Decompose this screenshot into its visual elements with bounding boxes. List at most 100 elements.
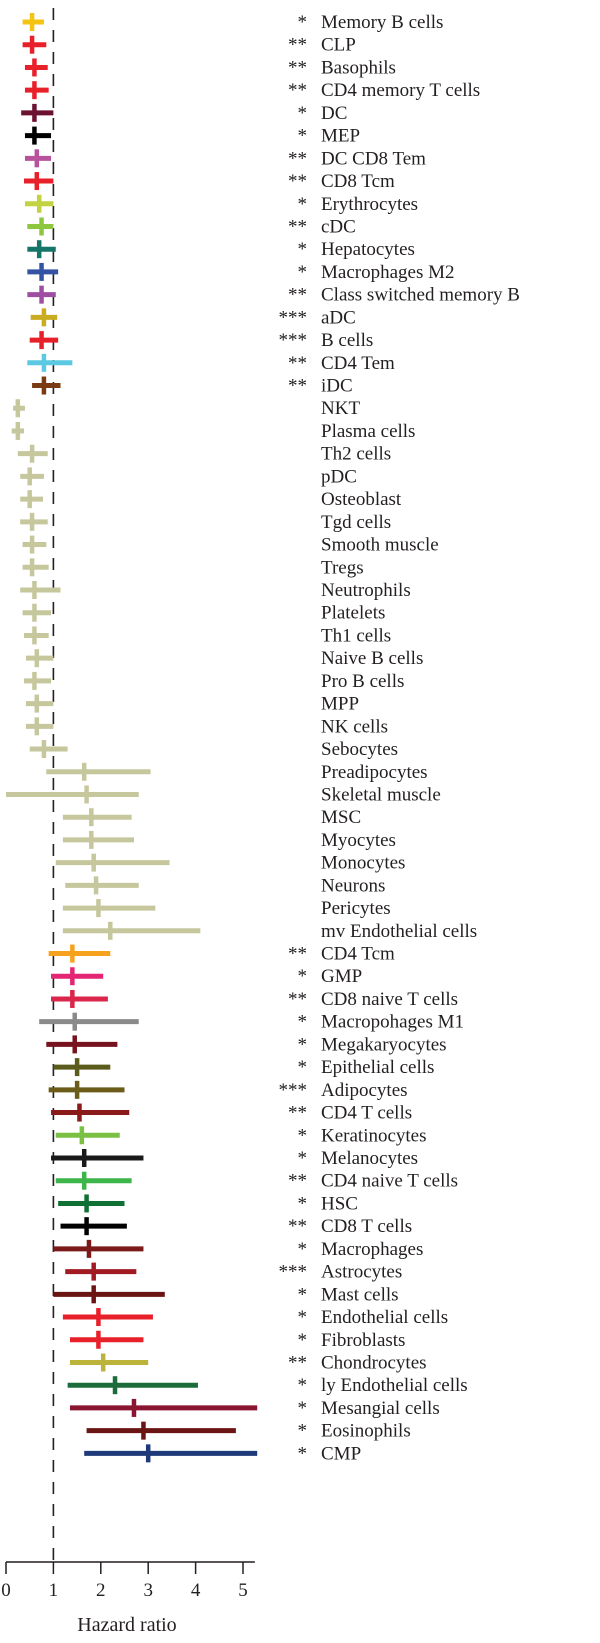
row-label: Mesangial cells: [321, 1398, 440, 1419]
forest-row: [48, 944, 111, 963]
forest-row: [51, 1149, 144, 1167]
row-label: Macrophages M2: [321, 262, 455, 283]
significance-mark: *: [298, 1421, 308, 1442]
significance-mark: *: [298, 1125, 308, 1146]
forest-row: [22, 603, 52, 622]
forest-row: [62, 899, 156, 918]
row-label: Mast cells: [321, 1284, 399, 1305]
row-label: Pericytes: [321, 898, 391, 919]
row-label: Epithelial cells: [321, 1057, 434, 1078]
row-label: cDC: [321, 216, 356, 237]
row-label: Memory B cells: [321, 12, 443, 33]
forest-row: [20, 581, 61, 599]
forest-row: [48, 1080, 125, 1099]
x-tick-label: 0: [1, 1580, 11, 1601]
forest-row: [27, 240, 56, 259]
row-label: CD8 Tcm: [321, 171, 395, 192]
forest-row: [53, 1058, 111, 1077]
forest-row: [58, 1194, 125, 1213]
forest-row: [53, 1239, 144, 1258]
row-label: ly Endothelial cells: [321, 1375, 468, 1396]
row-label: Monocytes: [321, 853, 405, 874]
row-label: CD4 Tcm: [321, 944, 395, 965]
row-label: Naive B cells: [321, 648, 423, 669]
row-label: NKT: [321, 398, 360, 419]
row-label: CD4 T cells: [321, 1103, 412, 1124]
significance-mark: **: [288, 216, 307, 237]
forest-row: [55, 853, 170, 872]
row-label: NK cells: [321, 716, 388, 737]
significance-mark: *: [298, 126, 308, 147]
row-label: pDC: [321, 466, 357, 487]
forest-row: [32, 376, 61, 395]
significance-mark: ***: [279, 307, 308, 328]
forest-row: [24, 81, 49, 100]
significance-mark: **: [288, 1352, 307, 1373]
row-label: Osteoblast: [321, 489, 402, 510]
x-tick-label: 4: [191, 1580, 201, 1601]
forest-rows: [6, 13, 258, 1463]
forest-row: [24, 194, 54, 213]
significance-mark: **: [288, 989, 307, 1010]
row-label: Megakaryocytes: [321, 1034, 447, 1055]
x-tick-label: 2: [96, 1580, 106, 1601]
row-label: CD4 Tem: [321, 353, 395, 374]
row-label: Pro B cells: [321, 671, 404, 692]
forest-row: [69, 1330, 144, 1349]
row-label: DC CD8 Tem: [321, 148, 426, 169]
forest-row: [62, 808, 132, 827]
forest-row: [51, 989, 108, 1008]
x-tick-label: 5: [238, 1580, 248, 1601]
significance-mark: *: [298, 239, 308, 260]
forest-row: [20, 490, 43, 509]
forest-row: [51, 967, 104, 986]
significance-mark: *: [298, 1148, 308, 1169]
significance-mark: *: [298, 194, 308, 215]
significance-mark: **: [288, 1216, 307, 1237]
row-label: Macrophages: [321, 1239, 423, 1260]
significance-mark: *: [298, 1398, 308, 1419]
x-axis-title: Hazard ratio: [77, 1614, 176, 1636]
significance-column: ****************************************…: [279, 12, 308, 1464]
forest-row: [27, 262, 59, 281]
row-label: GMP: [321, 966, 362, 987]
forest-row: [25, 717, 54, 736]
significance-mark: **: [288, 353, 307, 374]
significance-mark: *: [298, 1057, 308, 1078]
x-axis: 0 1 2 3 4 5 Hazard ratio: [1, 1561, 255, 1636]
forest-row: [22, 13, 44, 31]
forest-row: [69, 1353, 149, 1372]
significance-mark: ***: [279, 1080, 308, 1101]
row-label: Skeletal muscle: [321, 784, 441, 805]
row-label: DC: [321, 103, 347, 124]
row-label: Adipocytes: [321, 1080, 408, 1101]
row-label: CD8 naive T cells: [321, 989, 458, 1010]
forest-row: [46, 762, 151, 781]
significance-mark: **: [288, 57, 307, 78]
significance-mark: *: [298, 1193, 308, 1214]
x-axis-ticks: 0 1 2 3 4 5: [1, 1562, 248, 1601]
forest-row: [24, 126, 52, 145]
significance-mark: ***: [279, 330, 308, 351]
forest-row: [20, 467, 44, 486]
forest-row: [29, 331, 59, 350]
row-label: Melanocytes: [321, 1148, 418, 1169]
significance-mark: **: [288, 80, 307, 101]
forest-row: [62, 1308, 153, 1327]
forest-row: [13, 399, 25, 418]
row-label: Preadipocytes: [321, 762, 428, 783]
row-label: mv Endothelial cells: [321, 921, 477, 942]
row-label: Macropohages M1: [321, 1012, 464, 1033]
significance-mark: *: [298, 1330, 308, 1351]
significance-mark: **: [288, 376, 307, 397]
row-label: Neutrophils: [321, 580, 411, 601]
significance-mark: *: [298, 103, 308, 124]
row-label: Erythrocytes: [321, 194, 418, 215]
x-tick-label: 3: [143, 1580, 153, 1601]
significance-mark: *: [298, 1307, 308, 1328]
forest-row: [24, 671, 52, 690]
significance-mark: *: [298, 1012, 308, 1033]
forest-row: [22, 535, 47, 554]
significance-mark: **: [288, 35, 307, 56]
significance-mark: *: [298, 1443, 308, 1464]
